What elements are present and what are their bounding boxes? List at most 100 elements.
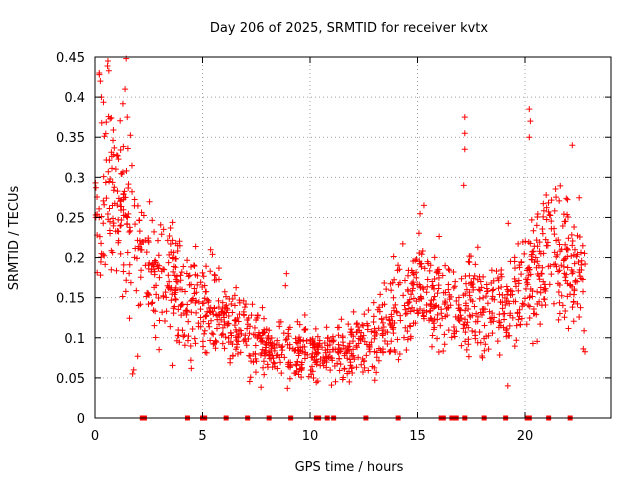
data-point — [370, 299, 377, 306]
data-point — [261, 371, 268, 378]
data-point — [257, 332, 264, 339]
data-point — [251, 324, 258, 331]
data-point — [445, 327, 452, 334]
data-point — [539, 230, 546, 237]
data-point — [529, 287, 536, 294]
data-point — [336, 367, 343, 374]
data-point — [185, 318, 192, 325]
data-point — [381, 279, 388, 286]
data-point — [187, 342, 194, 349]
data-point — [528, 251, 535, 258]
data-point — [404, 328, 411, 335]
data-point — [225, 313, 232, 320]
data-point — [496, 318, 503, 325]
data-point — [131, 196, 138, 203]
data-point — [401, 302, 408, 309]
data-point — [197, 306, 204, 313]
data-point — [485, 346, 492, 353]
data-point — [178, 269, 185, 276]
data-point — [197, 314, 204, 321]
data-point — [292, 361, 299, 368]
data-point — [387, 320, 394, 327]
data-point — [577, 304, 584, 311]
data-point — [429, 343, 436, 350]
data-point — [366, 343, 373, 350]
data-point — [360, 332, 367, 339]
data-point — [453, 328, 460, 335]
data-point — [287, 359, 294, 366]
data-point — [578, 261, 585, 268]
data-point — [396, 279, 403, 286]
data-point — [250, 331, 257, 338]
data-point — [445, 281, 452, 288]
data-point — [312, 325, 319, 332]
data-point — [285, 326, 292, 333]
data-point — [318, 344, 325, 351]
data-point — [543, 192, 550, 199]
data-point — [309, 342, 316, 349]
data-point — [199, 269, 206, 276]
data-point — [551, 249, 558, 256]
data-point — [541, 296, 548, 303]
data-point — [134, 202, 141, 209]
data-point — [434, 290, 441, 297]
data-point — [246, 330, 253, 337]
data-point — [173, 255, 180, 262]
data-point — [207, 337, 214, 344]
data-point — [105, 168, 112, 175]
data-point — [530, 248, 537, 255]
data-point — [259, 338, 266, 345]
data-point — [543, 204, 550, 211]
data-point — [359, 368, 366, 375]
data-point — [120, 261, 127, 268]
data-point — [427, 300, 434, 307]
data-point — [375, 325, 382, 332]
data-point — [261, 315, 268, 322]
data-point — [397, 317, 404, 324]
data-point — [427, 262, 434, 269]
data-point — [350, 333, 357, 340]
data-point — [435, 274, 442, 281]
data-point — [302, 349, 309, 356]
data-point — [160, 292, 167, 299]
data-point — [374, 306, 381, 313]
data-point — [464, 319, 471, 326]
y-tick-label: 0.45 — [56, 51, 85, 66]
data-point — [167, 323, 174, 330]
data-point — [169, 219, 176, 226]
data-point — [110, 137, 117, 144]
data-point — [294, 340, 301, 347]
data-point — [293, 362, 300, 369]
data-point — [361, 311, 368, 318]
data-point — [402, 311, 409, 318]
data-point — [134, 353, 141, 360]
data-point — [221, 345, 228, 352]
data-point — [225, 339, 232, 346]
data-point — [483, 281, 490, 288]
data-point — [126, 261, 133, 268]
data-point — [534, 243, 541, 250]
data-point — [157, 221, 164, 228]
data-point — [522, 238, 529, 245]
data-point — [229, 352, 236, 359]
data-point — [190, 262, 197, 269]
data-point — [218, 332, 225, 339]
data-point — [97, 272, 104, 279]
data-point — [498, 283, 505, 290]
data-point — [321, 339, 328, 346]
data-point — [462, 329, 469, 336]
data-point — [117, 250, 124, 257]
data-point — [270, 359, 277, 366]
data-point — [450, 323, 457, 330]
data-point — [496, 311, 503, 318]
data-point — [102, 130, 109, 137]
data-point — [434, 335, 441, 342]
data-point — [404, 300, 411, 307]
data-point — [379, 319, 386, 326]
data-point — [477, 278, 484, 285]
data-point — [277, 359, 284, 366]
data-point — [423, 289, 430, 296]
data-point — [211, 271, 218, 278]
data-point — [440, 347, 447, 354]
data-point — [371, 364, 378, 371]
